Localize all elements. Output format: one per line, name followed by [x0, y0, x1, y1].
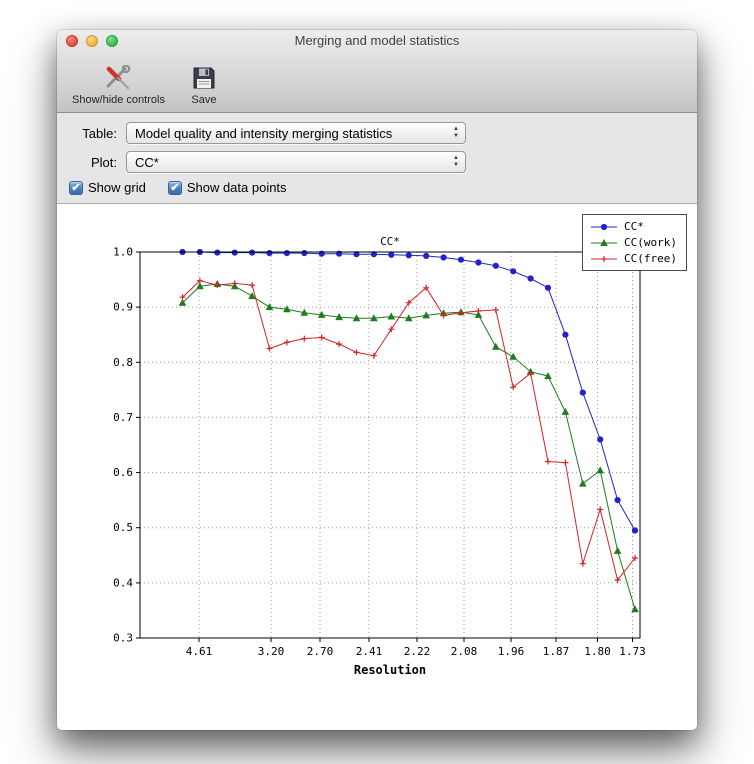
x-tick-label: 1.73 [619, 645, 646, 658]
checkbox-label: Show data points [186, 180, 287, 195]
y-tick-label: 0.6 [113, 466, 133, 479]
series-cc-line [182, 251, 636, 531]
series-cc-markers [179, 248, 639, 534]
x-tick-label: 2.08 [451, 645, 478, 658]
chart-svg: 1.0 0.9 0.8 0.7 0.6 0.5 0.4 0.3 4.61 3.20 2.70 2.41… [113, 235, 646, 677]
popup-arrows-icon: ▲ ▼ [453, 126, 459, 139]
x-axis-label: Resolution [354, 663, 426, 677]
tools-icon [103, 63, 133, 93]
traffic-lights [66, 35, 118, 47]
table-row: Table: Model quality and intensity mergi… [67, 122, 697, 144]
show-data-points-checkbox[interactable]: ✔ Show data points [167, 180, 287, 195]
window-title: Merging and model statistics [294, 33, 460, 48]
series-cc-work-markers [178, 280, 639, 613]
chart-legend: CC* CC(work) CC(free) [582, 214, 687, 271]
checkbox-row: ✔ Show grid ✔ Show data points [69, 180, 697, 195]
app-window: Merging and model statistics Show/hide c… [57, 30, 697, 730]
table-select-value: Model quality and intensity merging stat… [135, 125, 393, 141]
legend-label: CC(free) [624, 252, 677, 265]
series-cc-free-markers [179, 277, 638, 584]
close-button[interactable] [66, 35, 78, 47]
show-grid-checkbox[interactable]: ✔ Show grid [69, 180, 146, 195]
zoom-button[interactable] [106, 35, 118, 47]
y-tick-label: 0.4 [113, 576, 133, 589]
checkbox-checked-icon[interactable]: ✔ [69, 180, 83, 195]
x-tick-label: 2.41 [356, 645, 383, 658]
show-hide-controls-button[interactable]: Show/hide controls [67, 55, 170, 107]
controls-panel: Table: Model quality and intensity mergi… [57, 113, 697, 204]
plot-select[interactable]: CC* ▲ ▼ [126, 151, 466, 173]
x-tick-label: 1.87 [543, 645, 570, 658]
checkbox-checked-icon[interactable]: ✔ [167, 180, 182, 195]
x-tick-label: 1.96 [498, 645, 525, 658]
plot-panel: 1.0 0.9 0.8 0.7 0.6 0.5 0.4 0.3 4.61 3.20 2.70 2.41… [57, 204, 697, 730]
y-tick-label: 0.5 [113, 521, 133, 534]
y-tick-label: 0.8 [113, 356, 133, 369]
window-chrome: Merging and model statistics Show/hide c… [57, 30, 697, 113]
y-tick-label: 0.3 [113, 632, 133, 645]
x-tick-label: 4.61 [186, 645, 213, 658]
chart-title: CC* [380, 235, 400, 248]
save-icon [191, 63, 217, 93]
legend-cc-work-marker-icon [591, 238, 618, 246]
table-select[interactable]: Model quality and intensity merging stat… [126, 122, 466, 144]
x-tick-label: 2.70 [307, 645, 334, 658]
plot-label: Plot: [90, 154, 117, 170]
toolbar: Show/hide controls Save [57, 52, 697, 112]
legend-label: CC(work) [624, 236, 677, 249]
popup-arrows-icon: ▲ ▼ [453, 155, 459, 168]
legend-item-cc: CC* [590, 220, 677, 233]
legend-label: CC* [624, 220, 644, 233]
plot-select-value: CC* [135, 154, 159, 170]
legend-item-cc-free: CC(free) [590, 252, 677, 265]
y-tick-label: 0.9 [113, 301, 133, 314]
toolbar-button-label: Save [191, 94, 217, 106]
x-tick-label: 1.80 [584, 645, 611, 658]
plot-frame [139, 251, 641, 639]
y-tick-label: 0.7 [113, 411, 133, 424]
minimize-button[interactable] [86, 35, 98, 47]
checkbox-label: Show grid [88, 180, 146, 195]
plot-row: Plot: CC* ▲ ▼ [67, 151, 697, 173]
x-tick-label: 3.20 [258, 645, 285, 658]
x-tick-label: 2.22 [404, 645, 431, 658]
y-tick-label: 1.0 [113, 246, 133, 259]
legend-cc-marker-icon [591, 223, 618, 230]
legend-item-cc-work: CC(work) [590, 236, 677, 249]
table-label: Table: [82, 125, 117, 141]
legend-cc-free-marker-icon [591, 255, 618, 262]
title-bar[interactable]: Merging and model statistics [57, 30, 697, 52]
save-button[interactable]: Save [186, 55, 222, 107]
toolbar-button-label: Show/hide controls [72, 94, 165, 106]
series-cc-free-line [182, 280, 636, 582]
